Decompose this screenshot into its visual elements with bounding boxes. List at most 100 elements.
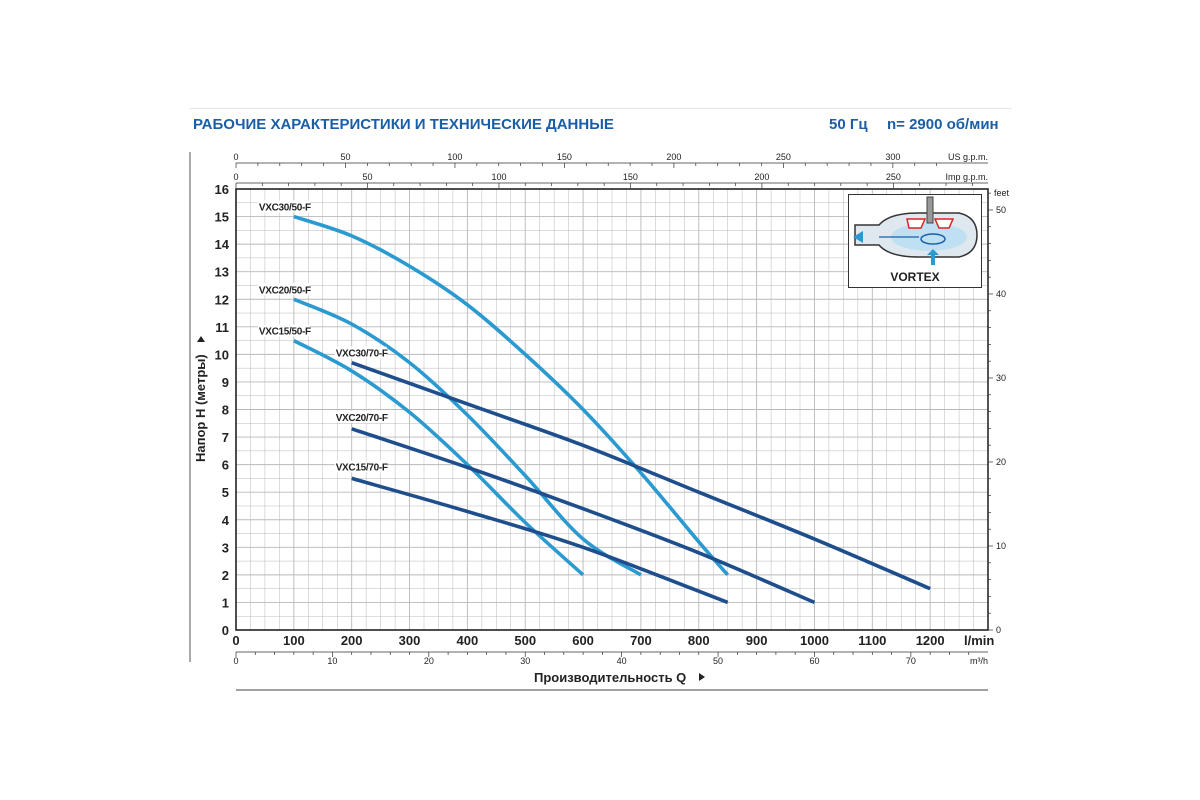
speed-label: n= 2900 об/мин <box>887 116 999 133</box>
axis-label-m3h: 0 <box>233 656 238 666</box>
curve-vxc15-70-f <box>351 476 729 605</box>
y-tick-label: 8 <box>222 403 229 418</box>
y-tick-label: 4 <box>222 513 230 528</box>
axis-label-us_gpm: 50 <box>340 152 350 162</box>
y-tick-label: 13 <box>215 265 229 280</box>
x-axis-title: Производительность Q <box>534 670 686 685</box>
axis-label-m3h: 40 <box>617 656 627 666</box>
header-rule <box>190 108 1012 109</box>
series-label: VXC20/70-F <box>336 413 388 424</box>
y-tick-label: 7 <box>222 430 229 445</box>
series-label-bg <box>334 410 387 423</box>
axis-unit-m3h: m³/h <box>970 656 988 666</box>
x-tick-label: 1200 <box>916 633 945 648</box>
vortex-label: VORTEX <box>890 270 940 284</box>
x-tick-label: 200 <box>341 633 363 648</box>
x-axis-arrow-icon <box>699 673 705 681</box>
x-tick-label: 1100 <box>858 633 886 648</box>
y-tick-label: 11 <box>215 320 229 335</box>
y-tick-label: 1 <box>222 595 229 610</box>
y-tick-label: 15 <box>215 210 229 225</box>
x-tick-label: 1000 <box>800 633 829 648</box>
x-tick-label: 700 <box>630 633 652 648</box>
axis-label-m3h: 10 <box>327 656 337 666</box>
axis-label-feet: 10 <box>996 541 1006 551</box>
series-label-bg <box>257 283 310 296</box>
x-tick-label: 300 <box>399 633 421 648</box>
series-vxc15-50-f: VXC15/50-F <box>257 324 585 577</box>
series-label: VXC20/50-F <box>259 285 311 296</box>
axis-label-feet: 50 <box>996 205 1006 215</box>
series-label: VXC30/70-F <box>336 349 388 360</box>
axis-label-us_gpm: 100 <box>447 152 462 162</box>
y-tick-label: 2 <box>222 568 229 583</box>
axis-label-us_gpm: 200 <box>666 152 681 162</box>
y-tick-label: 3 <box>222 540 229 555</box>
series-label-bg <box>257 200 310 213</box>
y-tick-label: 0 <box>222 623 229 638</box>
x-tick-label: 100 <box>283 633 305 648</box>
x-tick-label: 500 <box>514 633 536 648</box>
axis-label-m3h: 20 <box>424 656 434 666</box>
axis-label-m3h: 60 <box>809 656 819 666</box>
series-vxc20-50-f: VXC20/50-F <box>257 283 642 577</box>
axis-label-imp_gpm: 150 <box>623 172 638 182</box>
axis-label-feet: 20 <box>996 457 1006 467</box>
axis-label-us_gpm: 300 <box>885 152 900 162</box>
frequency-label: 50 Гц <box>829 116 868 133</box>
axis-us_gpm <box>235 162 988 168</box>
y-axis-arrow-icon <box>197 336 205 342</box>
axis-label-us_gpm: 150 <box>557 152 572 162</box>
axis-label-m3h: 70 <box>906 656 916 666</box>
y-tick-label: 16 <box>215 182 229 197</box>
axis-label-feet: 40 <box>996 289 1006 299</box>
curve-vxc30-50-f <box>293 214 730 577</box>
axis-feet <box>987 189 993 631</box>
x-tick-label: 600 <box>572 633 594 648</box>
y-tick-label: 12 <box>215 292 229 307</box>
series-vxc30-70-f: VXC30/70-F <box>334 346 931 591</box>
axis-unit-imp_gpm: Imp g.p.m. <box>945 172 988 182</box>
curve-vxc30-70-f <box>351 360 931 591</box>
series-label: VXC15/50-F <box>259 327 311 338</box>
y-tick-label: 6 <box>222 458 229 473</box>
x-tick-label: 0 <box>232 633 239 648</box>
series-vxc15-70-f: VXC15/70-F <box>334 460 729 605</box>
curve-vxc15-50-f <box>293 338 585 577</box>
axis-label-imp_gpm: 200 <box>754 172 769 182</box>
x-tick-label: 800 <box>688 633 710 648</box>
series-label: VXC15/70-F <box>336 462 388 473</box>
vortex-inset: VORTEX <box>848 194 982 288</box>
y-tick-label: 14 <box>215 237 230 252</box>
axis-label-m3h: 50 <box>713 656 723 666</box>
y-tick-label: 5 <box>222 485 229 500</box>
curve-vxc20-50-f <box>293 297 642 577</box>
axis-label-feet: 30 <box>996 373 1006 383</box>
axis-unit-us_gpm: US g.p.m. <box>948 152 988 162</box>
series-vxc20-70-f: VXC20/70-F <box>334 410 816 605</box>
axis-label-imp_gpm: 250 <box>886 172 901 182</box>
axis-label-imp_gpm: 50 <box>362 172 372 182</box>
vortex-impeller-icon <box>853 196 978 265</box>
axis-label-imp_gpm: 100 <box>491 172 506 182</box>
axis-imp_gpm <box>235 182 988 188</box>
series-label-bg <box>334 346 387 359</box>
x-tick-label: 400 <box>457 633 479 648</box>
axis-unit-feet: feet <box>994 188 1010 198</box>
series-label-bg <box>257 324 310 337</box>
series-vxc30-50-f: VXC30/50-F <box>257 200 730 577</box>
y-axis-title: Напор H (метры) <box>193 354 208 462</box>
x-unit-label: l/min <box>964 633 994 648</box>
axis-label-feet: 0 <box>996 625 1001 635</box>
y-tick-label: 9 <box>222 375 229 390</box>
axis-label-m3h: 30 <box>520 656 530 666</box>
y-tick-label: 10 <box>215 347 229 362</box>
axis-m3h <box>235 651 988 657</box>
axis-label-us_gpm: 250 <box>776 152 791 162</box>
curve-vxc20-70-f <box>351 427 816 605</box>
page-title: РАБОЧИЕ ХАРАКТЕРИСТИКИ И ТЕХНИЧЕСКИЕ ДАН… <box>193 116 614 133</box>
axis-label-us_gpm: 0 <box>233 152 238 162</box>
series-label: VXC30/50-F <box>259 203 311 214</box>
axis-label-imp_gpm: 0 <box>233 172 238 182</box>
